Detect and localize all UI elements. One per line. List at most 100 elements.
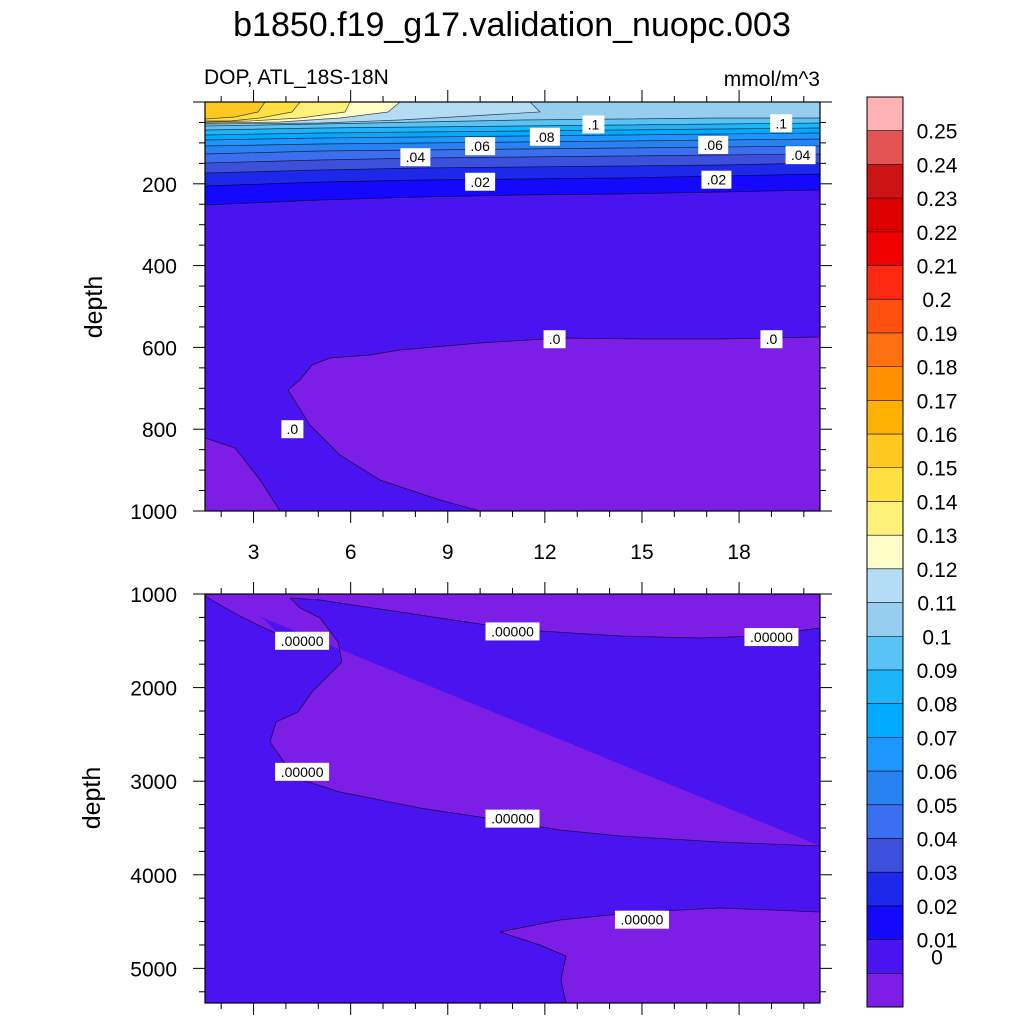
x-tick-label: 3: [248, 541, 260, 564]
colorbar-label: 0.14: [917, 491, 958, 514]
colorbar-label: 0.13: [917, 525, 958, 548]
lower-contour-plot: [205, 594, 820, 1003]
colorbar-swatch: [867, 771, 903, 806]
contour-label-bg: [785, 146, 816, 165]
colorbar-swatch: [867, 164, 903, 199]
colorbar-label: 0.11: [917, 593, 956, 616]
contour-label: .00000: [275, 631, 330, 650]
lower-fill-0-bottom: [500, 908, 820, 1003]
colorbar-label: 0.16: [917, 424, 958, 447]
contour-label: .06: [465, 137, 496, 156]
colorbar-swatch: [867, 737, 903, 772]
contour-label-bg: [543, 330, 566, 349]
colorbar-label: 0.01: [917, 930, 958, 953]
colorbar-label: 0.05: [917, 795, 958, 818]
upper-left-label: DOP, ATL_18S-18N: [204, 66, 389, 89]
colorbar-label: 0.15: [917, 458, 958, 481]
colorbar-swatch: [867, 703, 903, 738]
colorbar-swatch: [867, 804, 903, 839]
contour-label-bg: [614, 910, 669, 929]
colorbar-label: 0.22: [917, 222, 958, 245]
x-tick-label: 12: [533, 541, 556, 564]
contour-label-text: .00000: [491, 811, 534, 827]
contour-label: .00000: [275, 762, 330, 781]
contour-label: .1: [582, 115, 605, 134]
contour-label: .02: [701, 170, 732, 189]
colorbar-swatch: [867, 231, 903, 266]
colorbar-swatch: [867, 130, 903, 165]
colorbar-label: 0.04: [917, 828, 958, 851]
colorbar-swatch: [867, 905, 903, 940]
contour-label-bg: [281, 420, 304, 439]
colorbar-label: 0.07: [917, 727, 958, 750]
contour-label-bg: [465, 172, 496, 191]
colorbar-swatch: [867, 872, 903, 907]
colorbar-swatch: [867, 535, 903, 570]
contour-label-bg: [275, 762, 330, 781]
colorbar-label: 0.02: [917, 896, 958, 919]
colorbar-swatch: [867, 198, 903, 233]
contour-label-text: .0: [766, 331, 778, 347]
contour-label-text: .0: [287, 421, 299, 437]
colorbar-swatch: [867, 265, 903, 300]
contour-label-bg: [485, 809, 540, 828]
contour-label: .1: [770, 114, 793, 133]
contour-label-text: .00000: [281, 633, 324, 649]
upper-contour-labels: .1 .1 .08 .06 .06 .04 .04 .02 .02 .0 .0 .0: [281, 114, 816, 439]
colorbar-swatch: [867, 97, 903, 132]
y-tick-label: 3000: [130, 771, 177, 794]
contour-label-text: .02: [707, 172, 727, 188]
upper-fill-0-corner: [205, 438, 280, 511]
upper-right-label: mmol/m^3: [724, 68, 820, 91]
y-tick-label: 5000: [130, 958, 177, 981]
contour-label: .0: [760, 330, 783, 349]
x-tick-label: 18: [727, 541, 750, 564]
y-tick-label: 400: [142, 256, 177, 279]
colorbar-label: 0.1: [922, 626, 951, 649]
upper-fill-0.16: [205, 102, 265, 119]
contour-label-bg: [760, 330, 783, 349]
contour-label-bg: [582, 115, 605, 134]
lower-fill-0-region: [205, 594, 820, 846]
colorbar-label: 0.19: [917, 323, 958, 346]
y-tick-label: 1000: [130, 584, 177, 607]
contour-label-text: .00000: [750, 629, 793, 645]
contour-label-bg: [465, 137, 496, 156]
contour-label: .0: [281, 420, 304, 439]
y-tick-label: 800: [142, 419, 177, 442]
contour-label: .00000: [485, 622, 540, 641]
colorbar-swatch: [867, 602, 903, 637]
colorbar-swatch: [867, 636, 903, 671]
x-tick-label: 15: [630, 541, 653, 564]
contour-label-text: .06: [703, 137, 723, 153]
contour-label-text: .00000: [281, 764, 324, 780]
contour-label-text: .1: [775, 115, 787, 131]
y-tick-label: 600: [142, 337, 177, 360]
contour-label-bg: [529, 127, 560, 146]
colorbar-label: 0: [931, 946, 943, 969]
colorbar-swatch: [867, 939, 903, 974]
upper-ylabel: depth: [80, 276, 108, 339]
colorbar: 0.25 0.24 0.23 0.22 0.21 0.2 0.19 0.18 0.17 0.16 0…: [866, 96, 958, 1008]
colorbar-label: 0.17: [917, 390, 958, 413]
contour-label-bg: [400, 148, 431, 167]
contour-label-text: .02: [470, 174, 490, 190]
colorbar-label: 0.08: [917, 694, 958, 717]
contour-label-text: .0: [549, 331, 561, 347]
colorbar-label: 0.24: [917, 154, 958, 177]
colorbar-swatch: [867, 467, 903, 502]
y-tick-label: 200: [142, 174, 177, 197]
upper-contour-lines: [205, 102, 820, 511]
colorbar-label: 0.12: [917, 559, 958, 582]
colorbar-label: 0.23: [917, 188, 958, 211]
colorbar-swatch: [867, 501, 903, 536]
colorbar-swatch: [867, 973, 903, 1008]
y-tick-label: 1000: [130, 501, 177, 524]
contour-label: .08: [529, 127, 560, 146]
contour-label-text: .04: [791, 147, 811, 163]
colorbar-label: 0.03: [917, 862, 958, 885]
contour-label-text: .00000: [621, 912, 664, 928]
contour-label-text: .1: [588, 116, 600, 132]
y-tick-label: 4000: [130, 865, 177, 888]
